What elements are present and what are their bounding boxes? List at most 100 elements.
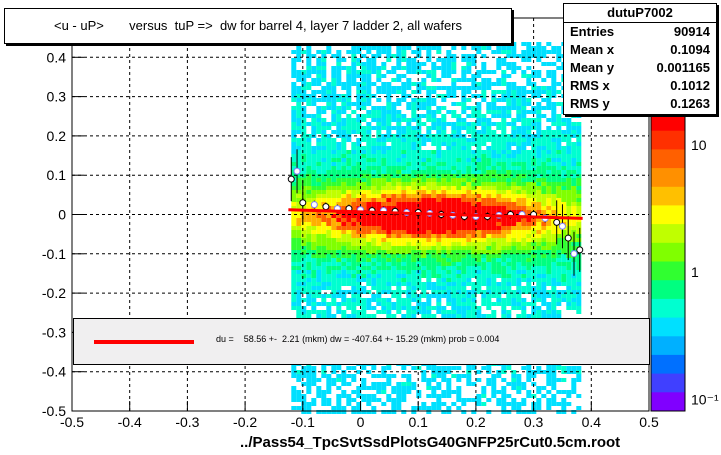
density-cell — [546, 118, 552, 122]
density-cell — [291, 366, 297, 370]
density-cell — [521, 310, 527, 314]
density-cell — [526, 178, 532, 182]
density-cell — [386, 270, 392, 274]
density-cell — [451, 390, 457, 394]
density-cell — [511, 66, 517, 70]
density-cell — [411, 386, 417, 390]
density-cell — [406, 126, 412, 130]
density-cell — [486, 270, 492, 274]
density-cell — [481, 186, 487, 190]
density-cell — [406, 174, 412, 178]
density-cell — [451, 310, 457, 314]
density-cell — [466, 366, 472, 370]
density-cell — [461, 274, 467, 278]
density-cell — [396, 162, 402, 166]
density-cell — [316, 410, 322, 414]
density-cell — [296, 314, 302, 318]
density-cell — [551, 238, 557, 242]
density-cell — [501, 226, 507, 230]
density-cell — [491, 190, 497, 194]
density-cell — [506, 66, 512, 70]
density-cell — [366, 218, 372, 222]
density-cell — [351, 202, 357, 206]
density-cell — [376, 282, 382, 286]
density-cell — [416, 126, 422, 130]
density-cell — [351, 258, 357, 262]
density-cell — [541, 254, 547, 258]
density-cell — [406, 150, 412, 154]
x-tick-label: -0.1 — [291, 414, 315, 430]
density-cell — [391, 106, 397, 110]
density-cell — [346, 190, 352, 194]
density-cell — [416, 118, 422, 122]
density-cell — [316, 118, 322, 122]
density-cell — [491, 114, 497, 118]
density-cell — [456, 406, 462, 410]
density-cell — [451, 174, 457, 178]
density-cell — [326, 50, 332, 54]
density-cell — [541, 234, 547, 238]
density-cell — [301, 234, 307, 238]
density-cell — [341, 94, 347, 98]
density-cell — [311, 190, 317, 194]
density-cell — [561, 162, 567, 166]
density-cell — [506, 94, 512, 98]
density-cell — [526, 66, 532, 70]
density-cell — [501, 246, 507, 250]
density-cell — [496, 154, 502, 158]
density-cell — [521, 154, 527, 158]
density-cell — [566, 246, 572, 250]
density-cell — [341, 182, 347, 186]
density-cell — [426, 110, 432, 114]
density-cell — [416, 302, 422, 306]
density-cell — [551, 174, 557, 178]
density-cell — [371, 250, 377, 254]
density-cell — [536, 402, 542, 406]
density-cell — [541, 142, 547, 146]
palette-swatch — [651, 373, 685, 393]
density-cell — [446, 90, 452, 94]
density-cell — [551, 170, 557, 174]
density-cell — [566, 390, 572, 394]
density-cell — [566, 142, 572, 146]
density-cell — [411, 158, 417, 162]
density-cell — [291, 42, 297, 46]
density-cell — [401, 250, 407, 254]
density-cell — [411, 190, 417, 194]
density-cell — [411, 254, 417, 258]
density-cell — [306, 402, 312, 406]
density-cell — [336, 158, 342, 162]
density-cell — [411, 174, 417, 178]
density-cell — [291, 158, 297, 162]
density-cell — [446, 238, 452, 242]
density-cell — [301, 402, 307, 406]
density-cell — [366, 154, 372, 158]
density-cell — [381, 214, 387, 218]
density-cell — [501, 146, 507, 150]
density-cell — [316, 286, 322, 290]
density-cell — [401, 314, 407, 318]
density-cell — [496, 230, 502, 234]
density-cell — [321, 54, 327, 58]
density-cell — [491, 238, 497, 242]
density-cell — [391, 214, 397, 218]
density-cell — [486, 186, 492, 190]
density-cell — [376, 294, 382, 298]
density-cell — [481, 298, 487, 302]
density-cell — [296, 138, 302, 142]
density-cell — [481, 70, 487, 74]
density-cell — [486, 302, 492, 306]
density-cell — [516, 154, 522, 158]
density-cell — [451, 274, 457, 278]
density-cell — [401, 398, 407, 402]
density-cell — [551, 130, 557, 134]
density-cell — [386, 106, 392, 110]
density-cell — [306, 166, 312, 170]
density-cell — [296, 194, 302, 198]
density-cell — [321, 266, 327, 270]
density-cell — [551, 106, 557, 110]
density-cell — [556, 270, 562, 274]
density-cell — [351, 186, 357, 190]
density-cell — [291, 298, 297, 302]
density-cell — [491, 310, 497, 314]
